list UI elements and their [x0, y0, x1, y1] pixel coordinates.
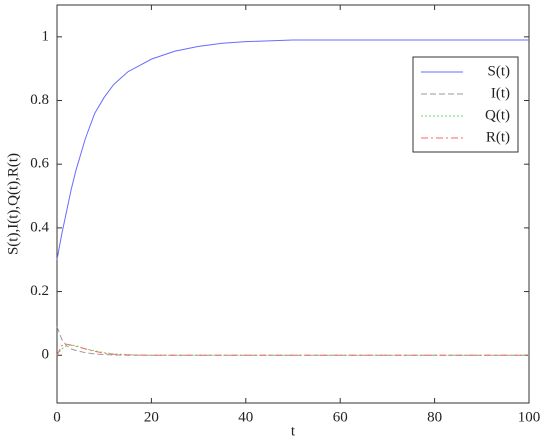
- y-tick-label: 0.2: [30, 283, 49, 299]
- series-line: [56, 343, 529, 356]
- x-tick-label: 20: [144, 409, 159, 425]
- y-tick-label: 0.4: [30, 219, 49, 235]
- legend-label: R(t): [486, 129, 510, 145]
- x-axis-label: t: [291, 423, 296, 439]
- legend-label: S(t): [488, 63, 511, 79]
- y-axis-label: S(t),I(t),Q(t),R(t): [5, 153, 21, 255]
- y-tick-label: 0: [42, 347, 50, 363]
- series-line: [56, 39, 529, 260]
- x-tick-label: 100: [518, 409, 541, 425]
- x-tick-label: 60: [333, 409, 348, 425]
- y-tick-label: 0.6: [30, 156, 49, 172]
- x-tick-label: 80: [427, 409, 442, 425]
- x-tick-label: 40: [238, 409, 253, 425]
- y-tick-label: 1: [42, 28, 50, 44]
- legend-label: I(t): [491, 85, 510, 101]
- plot-frame: [56, 4, 530, 404]
- series-line: [56, 326, 529, 356]
- series-line: [56, 344, 529, 356]
- legend-box: [412, 56, 519, 153]
- legend-label: Q(t): [485, 107, 510, 123]
- x-tick-label: 0: [53, 409, 61, 425]
- y-tick-label: 0.8: [30, 92, 49, 108]
